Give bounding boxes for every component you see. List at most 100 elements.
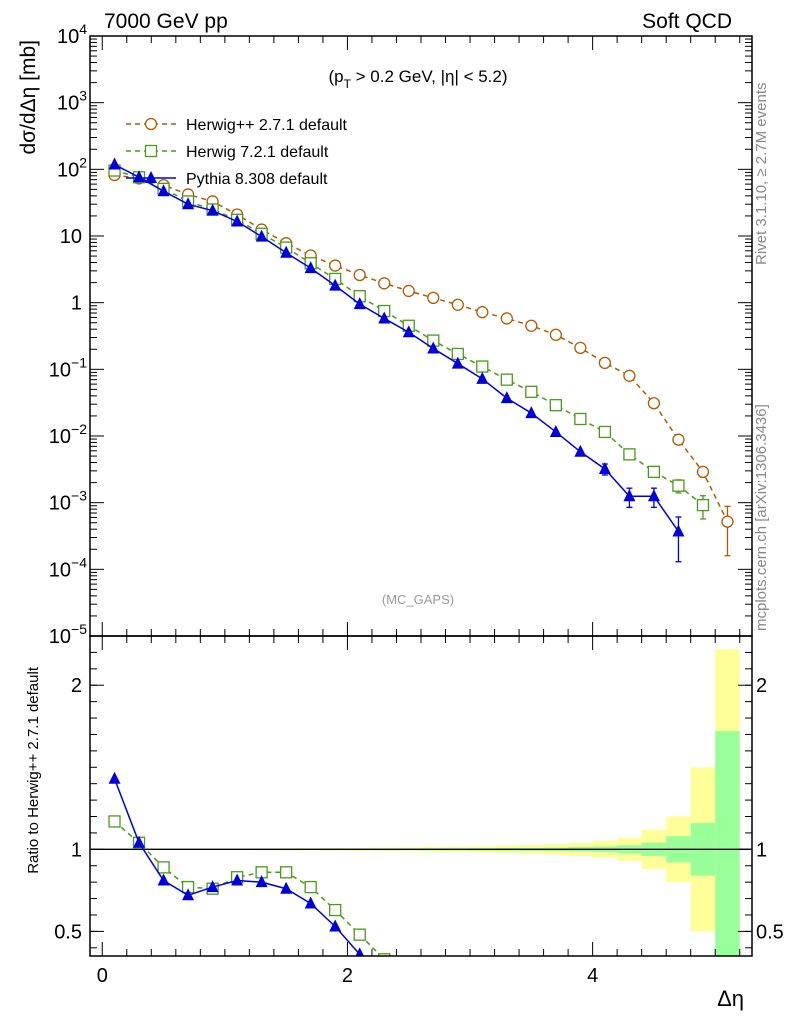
ratio-point (355, 947, 365, 956)
data-point (500, 373, 513, 386)
data-point (549, 399, 563, 412)
series-line (114, 174, 729, 522)
x-tick-label: 2 (342, 965, 353, 987)
legend-marker (144, 117, 158, 131)
data-point (574, 412, 587, 426)
ratio-point (353, 928, 366, 941)
data-point (206, 203, 219, 216)
data-point (672, 524, 685, 537)
legend-entry: Herwig 7.2.1 default (186, 144, 329, 161)
data-point (500, 312, 513, 325)
data-point (672, 433, 685, 446)
ratio-line (113, 778, 363, 956)
data-point (574, 341, 587, 355)
y-tick-label: 102 (57, 154, 87, 181)
data-point (427, 341, 440, 354)
legend-entry: Herwig++ 2.7.1 default (186, 117, 348, 134)
ratio-series-1 (108, 771, 390, 982)
series-line (114, 163, 680, 532)
ratio-point (378, 970, 390, 982)
ratio-line (114, 820, 383, 956)
data-point (598, 461, 611, 474)
x-tick-label: 0 (97, 965, 108, 987)
data-point (574, 444, 587, 457)
data-point (402, 325, 415, 338)
series-1 (108, 164, 710, 520)
analysis-watermark: (MC_GAPS) (382, 592, 454, 607)
inner-band (715, 731, 740, 956)
data-point (623, 369, 636, 382)
y-tick-label: 10−3 (49, 488, 87, 515)
ratio-frame (89, 635, 753, 957)
legend-entry: Pythia 8.308 default (186, 171, 328, 188)
data-point (476, 371, 489, 384)
source-label: mcplots.cern.ch [arXiv:1306.3436] (753, 404, 770, 631)
data-point (623, 448, 636, 461)
data-point (500, 391, 513, 404)
y-tick-label: 103 (57, 88, 87, 115)
data-point (133, 170, 146, 183)
ratio-point (231, 873, 244, 886)
uncertainty-bands (102, 649, 740, 956)
data-point (378, 311, 391, 324)
data-point (525, 319, 538, 332)
ratio-point (304, 896, 317, 909)
data-point (525, 385, 538, 398)
x-tick-label: 4 (587, 965, 598, 987)
data-point (451, 298, 464, 311)
data-point (647, 489, 660, 502)
ratio-point (206, 880, 219, 893)
cut-label: (pT > 0.2 GeV, |η| < 5.2) (328, 67, 507, 91)
series-0 (108, 168, 734, 557)
data-point (598, 356, 612, 370)
ratio-y-tick-label: 0.5 (54, 921, 82, 943)
data-point (476, 306, 489, 319)
y-tick-label: 10−2 (49, 421, 87, 448)
data-point (672, 479, 685, 492)
data-point (451, 356, 464, 369)
header-left: 7000 GeV pp (104, 10, 228, 33)
y-tick-label: 10−4 (49, 554, 87, 581)
main-series-group (108, 157, 734, 563)
data-point (329, 259, 342, 272)
ratio-point (108, 771, 121, 784)
x-axis-label: Δη (717, 986, 744, 1011)
data-point (231, 214, 244, 227)
data-point (598, 425, 612, 439)
data-point (721, 515, 734, 528)
ratio-panel: 0.5 0.5 1 1 2 2 0 2 4 Ratio to Herwig++ 2.7.1 de… (25, 635, 784, 1011)
data-point (647, 465, 661, 478)
legend-marker (145, 171, 157, 183)
ratio-point (157, 861, 170, 874)
data-point (623, 489, 636, 502)
main-y-label: dσ/dΔη [mb] (17, 40, 40, 155)
ratio-point (133, 835, 146, 848)
ratio-point (378, 953, 391, 956)
data-point (280, 245, 293, 258)
ratio-y-tick-label: 1 (71, 839, 82, 861)
ratio-point (279, 866, 293, 879)
data-point (402, 284, 415, 298)
y-tick-label: 10−1 (49, 354, 87, 381)
ratio-point (304, 880, 317, 894)
legend-marker (144, 144, 158, 158)
data-point (427, 291, 440, 305)
data-point (353, 268, 366, 282)
data-point (255, 229, 268, 242)
ratio-series-group (108, 771, 391, 982)
y-tick-label: 104 (57, 21, 87, 48)
ratio-plot-area: 0.5 0.5 1 1 2 2 0 2 4 (54, 636, 784, 987)
ratio-point (280, 881, 293, 894)
header-right: Soft QCD (642, 10, 732, 33)
data-point (378, 277, 391, 290)
data-point (157, 184, 170, 197)
ratio-y-tick-label: 2 (71, 675, 82, 697)
data-point (108, 157, 121, 170)
series-2 (108, 157, 685, 563)
ratio-point (108, 815, 121, 828)
data-point (549, 328, 563, 341)
ratio-y-tick-label-right: 0.5 (756, 921, 784, 943)
